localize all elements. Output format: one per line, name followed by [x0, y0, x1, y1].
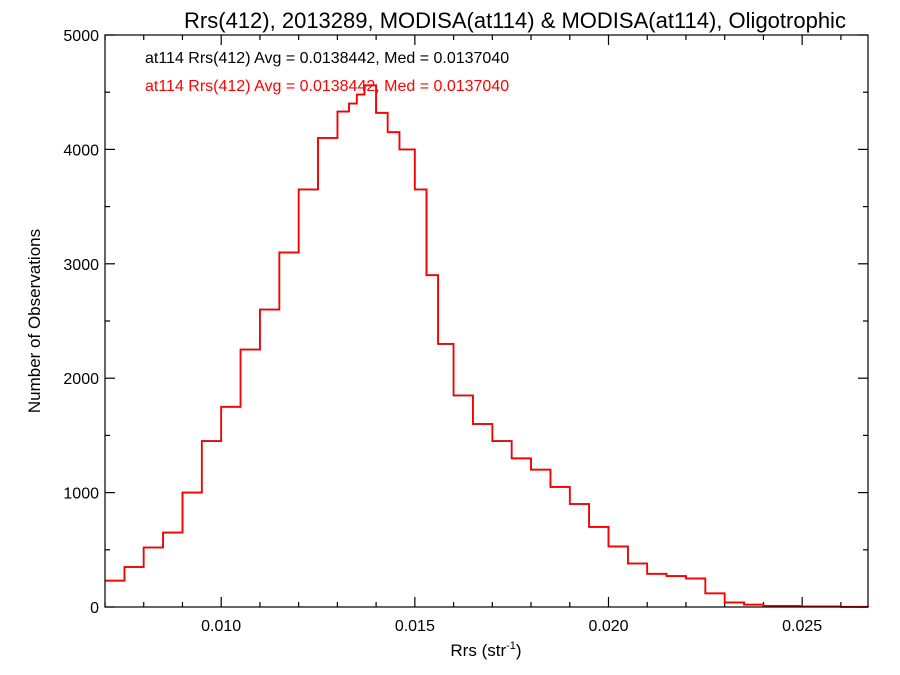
series-line-black	[105, 84, 869, 608]
axis-ticks: 0.010 0.015 0.020 0.025 0 1000 2000 3000 4000 500…	[63, 28, 868, 635]
series-line-red	[105, 84, 869, 608]
x-tick-label: 0.015	[395, 618, 435, 635]
legend-entry-red: at114 Rrs(412) Avg = 0.0138442, Med = 0.…	[145, 78, 509, 95]
x-axis-label-superscript: -1	[506, 640, 516, 652]
x-tick-label: 0.025	[782, 618, 822, 635]
chart-title: Rrs(412), 2013289, MODISA(at114) & MODIS…	[184, 8, 846, 33]
series-lines	[105, 84, 869, 608]
x-axis-label-main: Rrs (str	[450, 641, 506, 660]
x-tick-label: 0.020	[588, 618, 628, 635]
x-axis-label-suffix: )	[516, 641, 522, 660]
x-tick-label: 0.010	[201, 618, 241, 635]
legend-entry-black: at114 Rrs(412) Avg = 0.0138442, Med = 0.…	[145, 50, 509, 67]
plot-frame	[104, 34, 869, 608]
y-tick-label: 2000	[63, 371, 99, 388]
y-tick-label: 5000	[63, 28, 99, 45]
y-tick-label: 0	[90, 600, 99, 617]
x-axis-label: Rrs (str-1)	[450, 640, 521, 660]
y-tick-label: 4000	[63, 142, 99, 159]
y-tick-label: 1000	[63, 486, 99, 503]
y-axis-label: Number of Observations	[25, 229, 44, 413]
y-tick-label: 3000	[63, 257, 99, 274]
